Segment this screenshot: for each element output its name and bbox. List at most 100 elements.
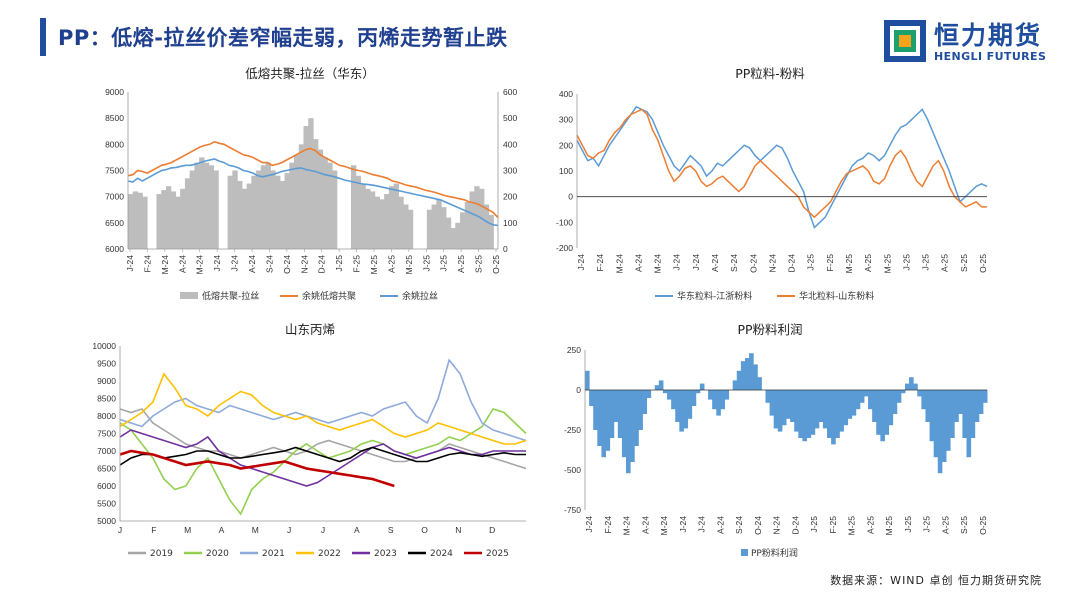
legend-label: 2024: [430, 549, 453, 559]
y-tick-label: 100: [559, 166, 573, 176]
profit-bar: [658, 380, 664, 390]
area-bar: [445, 217, 452, 249]
legend-label: 2022: [318, 549, 341, 559]
profit-bar: [786, 390, 791, 419]
area-bar: [393, 183, 399, 249]
profit-bar: [954, 390, 959, 422]
area-bar: [256, 170, 262, 249]
x-tick-label: M-25: [404, 255, 414, 275]
x-tick-label: N-24: [772, 516, 782, 535]
legend-label: 余姚低熔共聚: [302, 290, 356, 302]
x-tick-label: F-24: [603, 516, 613, 534]
area-bar: [455, 222, 461, 249]
legend-label: 2025: [486, 549, 509, 559]
y-tick-label: 9000: [97, 376, 116, 386]
profit-bar: [859, 390, 865, 403]
area-bar: [142, 196, 148, 249]
area-bar: [279, 180, 286, 249]
series-line-2025: [119, 449, 395, 488]
y-tick-label: 0: [576, 385, 581, 395]
profit-bar: [814, 390, 820, 429]
profit-bar: [831, 390, 836, 445]
area-bar: [403, 204, 409, 249]
series-line-华东粒料-江浙粉料: [576, 105, 988, 229]
x-tick-label: J: [321, 525, 325, 535]
profit-bar: [781, 390, 787, 426]
area-bar: [379, 199, 385, 249]
x-tick-label: A-25: [456, 255, 466, 273]
profit-bar: [937, 390, 943, 474]
x-tick-label: O-24: [282, 255, 292, 274]
area-bar: [180, 188, 186, 249]
x-tick-label: M-25: [884, 516, 894, 536]
profit-bar: [810, 390, 816, 435]
logo-english-name: HENGLI FUTURES: [934, 50, 1047, 63]
x-tick-label: A-24: [715, 516, 725, 534]
y-tick-label: 5500: [97, 499, 116, 509]
legend-label: 2021: [262, 549, 285, 559]
area-bar: [464, 201, 471, 249]
profit-bar: [621, 390, 627, 458]
legend-label: 低熔共聚-拉丝: [202, 290, 259, 302]
profit-bar: [909, 377, 914, 390]
profit-bar: [904, 383, 910, 390]
x-tick-label: J-24: [576, 254, 586, 271]
profit-bar: [646, 390, 652, 398]
profit-bar: [950, 390, 955, 438]
profit-bar: [724, 390, 730, 400]
profit-bar: [589, 390, 594, 406]
x-tick-label: A: [219, 525, 225, 535]
y-tick-label: 7500: [97, 429, 116, 439]
area-bar: [175, 196, 181, 249]
x-tick-label: J-24: [691, 254, 701, 271]
profit-bar: [872, 390, 877, 422]
area-bar: [350, 165, 357, 249]
profit-bar: [683, 390, 689, 429]
x-tick-label: O: [421, 525, 428, 535]
x-tick-label: J-25: [922, 516, 932, 533]
area-bar: [469, 191, 475, 249]
x-tick-label: S-25: [959, 516, 969, 534]
x-tick-label: J-25: [809, 516, 819, 533]
series-line-2020: [119, 408, 527, 516]
profit-bar: [605, 390, 611, 451]
profit-bar: [933, 390, 939, 458]
profit-bar: [769, 390, 775, 416]
profit-bar: [925, 390, 931, 422]
x-tick-label: M-25: [882, 254, 892, 274]
profit-bar: [794, 390, 799, 432]
y2-tick-label: 100: [503, 218, 517, 228]
y-tick-label: -250: [564, 425, 581, 435]
x-tick-label: A-25: [940, 254, 950, 272]
y-tick-label: 9000: [105, 87, 124, 97]
area-bar: [431, 204, 437, 249]
profit-bar: [884, 390, 890, 435]
profit-bar: [892, 390, 898, 414]
profit-bar: [851, 390, 857, 416]
x-tick-label: A-25: [940, 516, 950, 534]
area-bar: [313, 139, 319, 249]
x-tick-label: M-25: [369, 255, 379, 275]
profit-bar: [855, 390, 861, 410]
area-bar: [237, 180, 243, 249]
area-bar: [260, 165, 267, 249]
area-bar: [161, 190, 167, 249]
profit-bar: [941, 390, 947, 462]
profit-bar: [720, 390, 725, 410]
y-tick-label: 8000: [105, 139, 124, 149]
chart-lowmelt: 低熔共聚-拉丝（华东） 6000 6500 7000 7500 8000 8500 9000…: [90, 62, 530, 312]
area-bar: [317, 149, 324, 249]
profit-bar: [900, 390, 906, 394]
area-bar: [388, 186, 395, 249]
area-bar: [232, 170, 238, 249]
area-bar: [308, 118, 314, 249]
x-tick-label: S-24: [264, 255, 274, 273]
profit-bar: [654, 385, 660, 390]
area-bar: [460, 212, 466, 249]
title-accent-bar: [40, 18, 46, 56]
profit-bar: [732, 380, 738, 390]
area-bar: [241, 188, 248, 249]
x-tick-label: A-25: [386, 255, 396, 273]
data-source-note: 数据来源：WIND 卓创 恒力期货研究院: [830, 574, 1042, 587]
profit-bar: [913, 383, 918, 390]
